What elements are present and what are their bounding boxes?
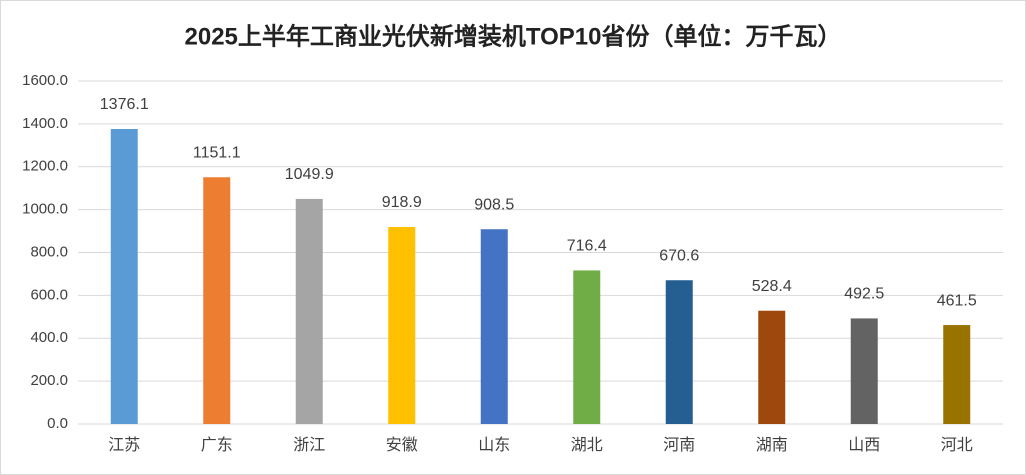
value-label: 908.5 (474, 196, 514, 213)
value-label: 528.4 (752, 278, 792, 295)
bar (943, 325, 971, 424)
y-tick-label: 1400.0 (22, 115, 68, 132)
chart-title: 2025上半年工商业光伏新增装机TOP10省份（单位：万千瓦） (185, 22, 842, 50)
x-tick-label: 浙江 (293, 436, 325, 454)
x-tick-label: 河南 (663, 436, 695, 454)
y-tick-label: 200.0 (30, 372, 68, 389)
x-tick-label: 山东 (478, 436, 510, 454)
bar (758, 310, 786, 424)
x-tick-label: 湖南 (756, 436, 788, 454)
value-label: 1151.1 (193, 144, 241, 161)
value-label: 670.6 (659, 247, 699, 264)
value-label: 1376.1 (100, 96, 149, 113)
y-tick-label: 400.0 (30, 329, 68, 346)
y-tick-label: 1600.0 (22, 72, 68, 89)
bar (388, 227, 416, 424)
y-tick-label: 0.0 (47, 415, 68, 432)
value-label: 918.9 (382, 194, 422, 211)
x-tick-label: 河北 (941, 436, 973, 454)
y-tick-label: 800.0 (30, 243, 68, 260)
y-tick-label: 600.0 (30, 286, 68, 303)
value-label: 1049.9 (285, 166, 334, 183)
y-tick-label: 1200.0 (22, 158, 68, 175)
x-tick-label: 江苏 (108, 436, 140, 454)
bar (665, 280, 693, 424)
x-tick-label: 广东 (201, 436, 233, 454)
bar (110, 128, 138, 424)
value-label: 461.5 (937, 292, 977, 309)
bar (480, 229, 508, 424)
value-label: 492.5 (844, 286, 884, 303)
y-tick-label: 1000.0 (22, 201, 68, 218)
x-tick-label: 湖北 (571, 436, 603, 454)
value-label: 716.4 (567, 238, 607, 255)
bar (203, 177, 231, 424)
bar (850, 318, 878, 424)
bar (573, 270, 601, 424)
x-tick-label: 安徽 (386, 436, 418, 454)
bar (295, 198, 323, 424)
x-tick-label: 山西 (848, 436, 880, 454)
